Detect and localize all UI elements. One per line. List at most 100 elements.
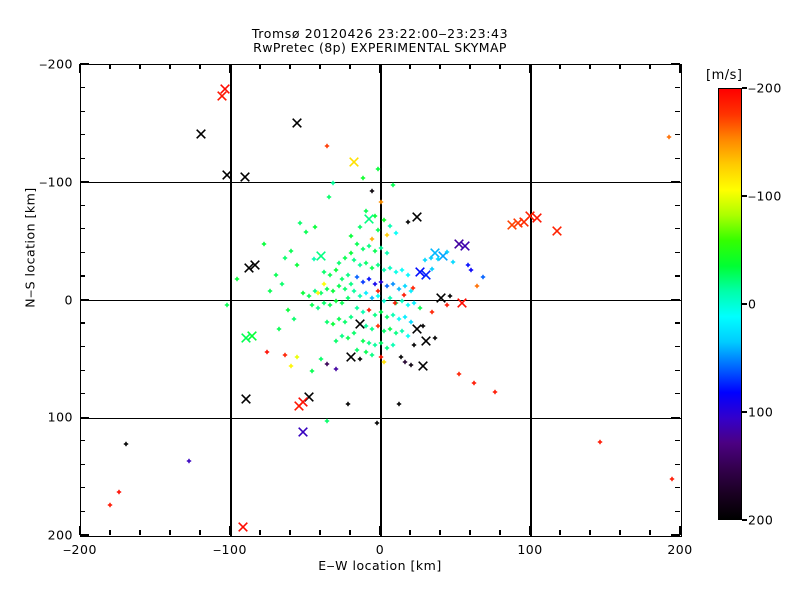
data-point-plus [186, 458, 192, 463]
data-point-plus [224, 303, 229, 308]
data-point-plus [429, 266, 435, 271]
x-axis-minor-tick [619, 64, 621, 69]
data-point-cross [217, 90, 227, 101]
data-point-plus [381, 267, 387, 273]
data-point-cross [346, 352, 356, 362]
y-axis-major-tick [80, 181, 89, 183]
y-axis-minor-tick [80, 157, 85, 159]
x-axis-minor-tick [139, 530, 141, 535]
x-axis-minor-tick [469, 64, 471, 69]
data-point-plus [234, 277, 240, 282]
data-point-plus [311, 257, 316, 262]
data-point-plus [381, 218, 387, 223]
x-axis-minor-tick [109, 530, 111, 535]
x-axis-minor-tick [589, 64, 591, 69]
data-point-plus [342, 319, 348, 324]
x-axis-minor-tick [559, 64, 561, 69]
x-axis-tick-label: ‒100 [213, 542, 247, 557]
y-axis-minor-tick [80, 86, 85, 89]
y-axis-minor-tick [80, 393, 85, 395]
data-point-plus [393, 270, 399, 275]
data-point-plus [327, 272, 333, 277]
data-point-plus [312, 288, 318, 294]
data-point-plus [339, 277, 345, 282]
data-point-plus [363, 260, 369, 266]
x-axis-major-tick [229, 64, 231, 73]
data-point-plus [369, 352, 375, 357]
data-point-cross [304, 392, 314, 402]
data-point-plus [342, 255, 348, 261]
data-point-plus [408, 319, 414, 324]
x-axis-major-tick [229, 526, 231, 535]
y-axis-minor-tick [675, 86, 680, 89]
data-point-plus [267, 288, 273, 294]
x-axis-major-tick [529, 64, 531, 73]
y-axis-minor-tick [675, 134, 680, 136]
x-axis-minor-tick [349, 64, 351, 69]
data-point-plus [288, 364, 294, 369]
colorbar-tick [742, 195, 747, 197]
data-point-cross [349, 156, 359, 167]
x-axis-minor-tick [409, 64, 411, 69]
colorbar-tick [742, 411, 747, 413]
data-point-cross [418, 361, 428, 372]
data-point-plus [369, 326, 375, 331]
y-axis-minor-tick [675, 510, 680, 513]
x-axis-minor-tick [349, 530, 351, 535]
y-axis-major-tick [80, 416, 89, 418]
y-axis-minor-tick [675, 463, 680, 465]
data-point-plus [396, 317, 402, 322]
data-point-cross [421, 335, 431, 346]
data-point-plus [399, 328, 405, 334]
x-axis-minor-tick [409, 530, 411, 535]
x-axis-minor-tick [169, 64, 171, 69]
data-point-plus [357, 262, 363, 268]
data-point-plus [321, 281, 327, 287]
y-axis-minor-tick [675, 393, 680, 395]
y-axis-minor-tick [675, 275, 680, 277]
data-point-plus [390, 312, 396, 317]
data-point-plus [468, 267, 474, 273]
data-point-plus [318, 291, 324, 296]
data-point-plus [369, 265, 375, 270]
gridline-horizontal [81, 299, 681, 302]
x-axis-minor-tick [619, 530, 621, 535]
data-point-plus [345, 335, 351, 341]
y-axis-minor-tick [675, 369, 680, 371]
gridline-horizontal [81, 182, 681, 184]
colorbar-tick-label: ‒200 [748, 80, 782, 96]
data-point-cross [512, 217, 523, 228]
data-point-plus [282, 352, 288, 357]
data-point-plus [366, 340, 372, 346]
y-axis-minor-tick [675, 346, 680, 348]
data-point-plus [381, 328, 387, 334]
title-line-1: Tromsø 20120426 23:22:00‒23:23:43 [251, 26, 509, 41]
data-point-plus [408, 363, 414, 368]
data-point-plus [372, 343, 378, 348]
data-point-plus [411, 343, 417, 348]
data-point-cross [355, 319, 365, 329]
data-point-cross [298, 396, 308, 407]
data-point-plus [351, 288, 357, 294]
data-point-plus [384, 345, 390, 350]
x-axis-major-tick [79, 64, 81, 73]
data-point-plus [405, 303, 411, 308]
x-axis-title: E‒W location [km] [318, 558, 442, 573]
data-point-plus [345, 272, 351, 277]
data-point-plus [354, 305, 360, 310]
data-point-plus [348, 314, 354, 320]
data-point-plus [408, 288, 414, 294]
data-point-cross [292, 117, 302, 128]
y-axis-minor-tick [80, 134, 85, 136]
data-point-plus [324, 286, 330, 291]
data-point-plus [669, 477, 675, 482]
data-point-plus [360, 246, 366, 251]
data-point-plus [357, 357, 363, 362]
data-point-plus [357, 225, 363, 230]
data-point-cross [437, 250, 448, 261]
y-axis-minor-tick [675, 228, 680, 230]
x-axis-minor-tick [319, 530, 321, 535]
data-point-cross [412, 323, 422, 334]
data-point-cross [241, 333, 251, 344]
